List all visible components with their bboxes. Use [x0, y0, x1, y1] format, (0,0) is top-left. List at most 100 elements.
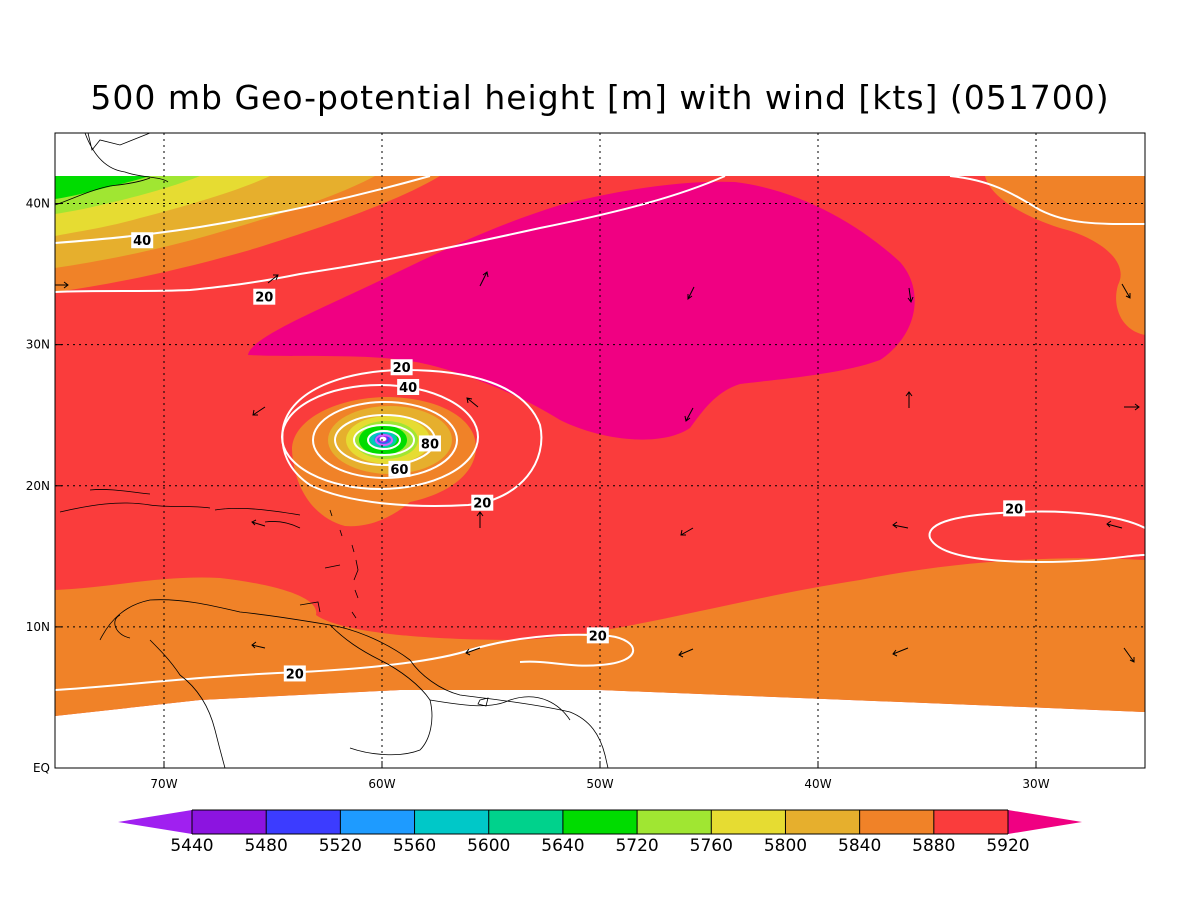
lat-tick-label: 20N — [26, 479, 50, 493]
wind-arrow — [905, 391, 913, 408]
isotach-label: 80 — [418, 435, 441, 452]
wind-arrow — [1121, 283, 1131, 299]
wind-arrow — [1124, 403, 1140, 411]
isotach-label: 40 — [131, 232, 154, 249]
isotach-40-north — [55, 175, 431, 244]
colorbar-swatch — [192, 810, 267, 834]
colorbar-label: 5800 — [764, 836, 807, 856]
wind-arrow — [1123, 647, 1135, 663]
colorbar-swatch — [266, 810, 341, 834]
isotach-label: 40 — [397, 379, 420, 396]
wind-arrow — [466, 397, 479, 408]
colorbar-swatch — [711, 810, 786, 834]
wind-arrow — [267, 274, 279, 284]
isotach-label: 60 — [388, 460, 411, 478]
wind-arrow — [678, 648, 694, 658]
isotach-20-hurricane — [281, 368, 543, 507]
lon-tick-label: 30W — [1022, 777, 1049, 791]
coast-lesser-antilles — [329, 509, 359, 619]
wind-arrow — [892, 647, 909, 657]
lon-tick-label: 40W — [804, 777, 831, 791]
svg-text:80: 80 — [421, 437, 439, 452]
colorbar-swatch — [562, 810, 638, 834]
wind-arrow — [680, 527, 694, 536]
isotach-label: 20 — [586, 627, 609, 644]
colorbar-label: 5440 — [170, 836, 213, 856]
colorbar-swatch — [859, 810, 935, 834]
svg-text:20: 20 — [255, 291, 273, 306]
lon-tick-label: 70W — [150, 777, 177, 791]
colorbar-swatch — [785, 810, 861, 834]
colorbar-label: 5720 — [615, 836, 658, 856]
colorbar-swatch — [340, 810, 416, 834]
wind-arrow — [907, 287, 914, 304]
wind-arrow — [1106, 520, 1123, 529]
wind-arrow — [251, 641, 266, 649]
isotach-120-hurricane — [367, 430, 401, 450]
colorbar-label: 5520 — [319, 836, 362, 856]
svg-text:20: 20 — [473, 497, 491, 512]
colorbar-max-arrow — [1008, 810, 1082, 834]
isotach-label: 20 — [1003, 500, 1026, 517]
colorbar-label: 5840 — [838, 836, 881, 856]
wind-arrow — [55, 281, 69, 289]
colorbar-swatch — [414, 810, 490, 834]
isotach-20-south — [55, 633, 635, 691]
isotach-60-hurricane — [312, 401, 458, 479]
colorbar-label: 5920 — [986, 836, 1029, 856]
svg-text:40: 40 — [399, 381, 417, 396]
wind-arrow — [687, 286, 695, 300]
isotach-labels: 40 20 20 40 80 60 20 20 20 20 — [131, 232, 1026, 682]
isotach-label: 20 — [283, 665, 306, 682]
svg-text:20: 20 — [589, 629, 607, 644]
isotach-140-hurricane — [375, 434, 393, 446]
isotach-20-north — [55, 175, 726, 293]
wind-arrows — [55, 271, 1140, 663]
wind-arrow — [476, 511, 484, 528]
isotachs — [55, 175, 1145, 691]
colorbar-swatch — [637, 810, 712, 834]
isotach-20-northeast — [949, 175, 1145, 226]
hurricane-eye-core — [378, 435, 388, 443]
svg-text:20: 20 — [286, 667, 304, 682]
colorbar-min-arrow — [118, 810, 192, 834]
map-axes: 70W 60W 50W 40W 30W EQ 10N 20N 30N 40N — [26, 197, 1050, 791]
colorbar-swatch — [488, 810, 564, 834]
height-band-5840-northeast — [985, 176, 1145, 335]
lat-tick-label: 30N — [26, 338, 50, 352]
colorbar-label: 5600 — [467, 836, 510, 856]
wind-arrow — [251, 519, 266, 527]
coast-caribbean-islands — [299, 564, 489, 707]
isotach-40-hurricane — [281, 384, 479, 490]
isotach-20-east — [928, 510, 1145, 564]
colorbar: 5440 5480 5520 5560 5600 5640 5720 5760 5800 5840… — [118, 809, 1082, 856]
map-title: 500 mb Geo-potential height [m] with win… — [90, 78, 1110, 117]
svg-text:40: 40 — [133, 234, 151, 249]
isotach-label: 20 — [390, 359, 413, 376]
graticule — [55, 133, 1145, 768]
coast-greater-antilles — [59, 489, 301, 529]
lat-tick-label: 10N — [26, 620, 50, 634]
colorbar-label: 5760 — [690, 836, 733, 856]
isotach-label: 20 — [253, 288, 276, 306]
colorbar-label: 5480 — [245, 836, 288, 856]
wind-arrow — [479, 271, 489, 287]
wind-arrow — [892, 521, 909, 529]
coastlines — [55, 133, 609, 768]
wind-arrow — [465, 647, 481, 656]
wind-arrow — [684, 407, 694, 422]
lat-tick-label: EQ — [33, 761, 50, 775]
coast-new-england — [55, 133, 169, 206]
height-band-5920 — [248, 181, 915, 440]
colorbar-label: 5880 — [912, 836, 955, 856]
colorbar-label: 5560 — [393, 836, 436, 856]
colorbar-swatch — [933, 810, 1009, 834]
svg-text:60: 60 — [390, 463, 408, 478]
lat-tick-label: 40N — [26, 197, 50, 211]
wind-arrow — [252, 406, 266, 416]
isotach-100-hurricane — [353, 424, 415, 456]
colorbar-label: 5640 — [541, 836, 584, 856]
isotach-label: 20 — [471, 494, 494, 512]
svg-text:20: 20 — [1005, 502, 1023, 517]
